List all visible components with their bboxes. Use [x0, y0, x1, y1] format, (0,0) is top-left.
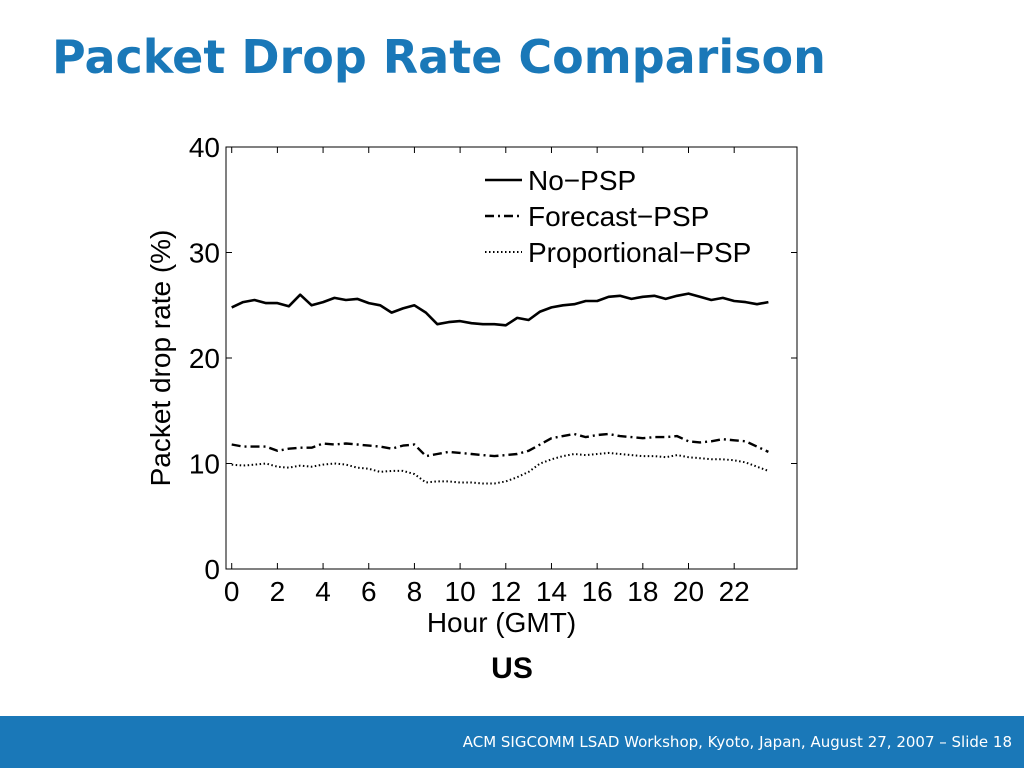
x-tick-label: 14 [536, 576, 567, 607]
x-tick-label: 2 [270, 576, 286, 607]
legend-label: Proportional−PSP [528, 237, 751, 268]
legend-label: No−PSP [528, 165, 636, 196]
footer-text: ACM SIGCOMM LSAD Workshop, Kyoto, Japan,… [462, 733, 1012, 751]
y-tick-label: 10 [189, 449, 220, 480]
legend: No−PSP Forecast−PSP Proportional−PSP [485, 165, 751, 268]
x-tick-label: 4 [315, 576, 331, 607]
legend-label: Forecast−PSP [528, 201, 709, 232]
axis-labels: Hour (GMT) Packet drop rate (%) [145, 230, 576, 638]
y-tick-label: 30 [189, 238, 220, 269]
x-tick-label: 8 [407, 576, 423, 607]
x-tick-label: 12 [490, 576, 521, 607]
x-tick-label: 16 [582, 576, 613, 607]
x-tick-label: 20 [673, 576, 704, 607]
y-axis-label: Packet drop rate (%) [145, 230, 176, 487]
x-tick-label: 6 [361, 576, 377, 607]
x-axis-label: Hour (GMT) [427, 607, 576, 638]
y-tick-label: 0 [204, 554, 220, 585]
plot-frame [225, 146, 798, 570]
x-tick-label: 22 [719, 576, 750, 607]
slide-title: Packet Drop Rate Comparison [52, 30, 826, 84]
chart-caption: US [491, 652, 533, 685]
series-layer [231, 292, 769, 485]
series-line-dashdot [231, 432, 769, 458]
series-line-solid [231, 292, 769, 327]
footer-bar: ACM SIGCOMM LSAD Workshop, Kyoto, Japan,… [0, 716, 1024, 768]
y-tick-label: 20 [189, 343, 220, 374]
x-tick-label: 10 [445, 576, 476, 607]
x-tick-label: 0 [224, 576, 240, 607]
x-tick-label: 18 [627, 576, 658, 607]
y-tick-label: 40 [189, 132, 220, 163]
